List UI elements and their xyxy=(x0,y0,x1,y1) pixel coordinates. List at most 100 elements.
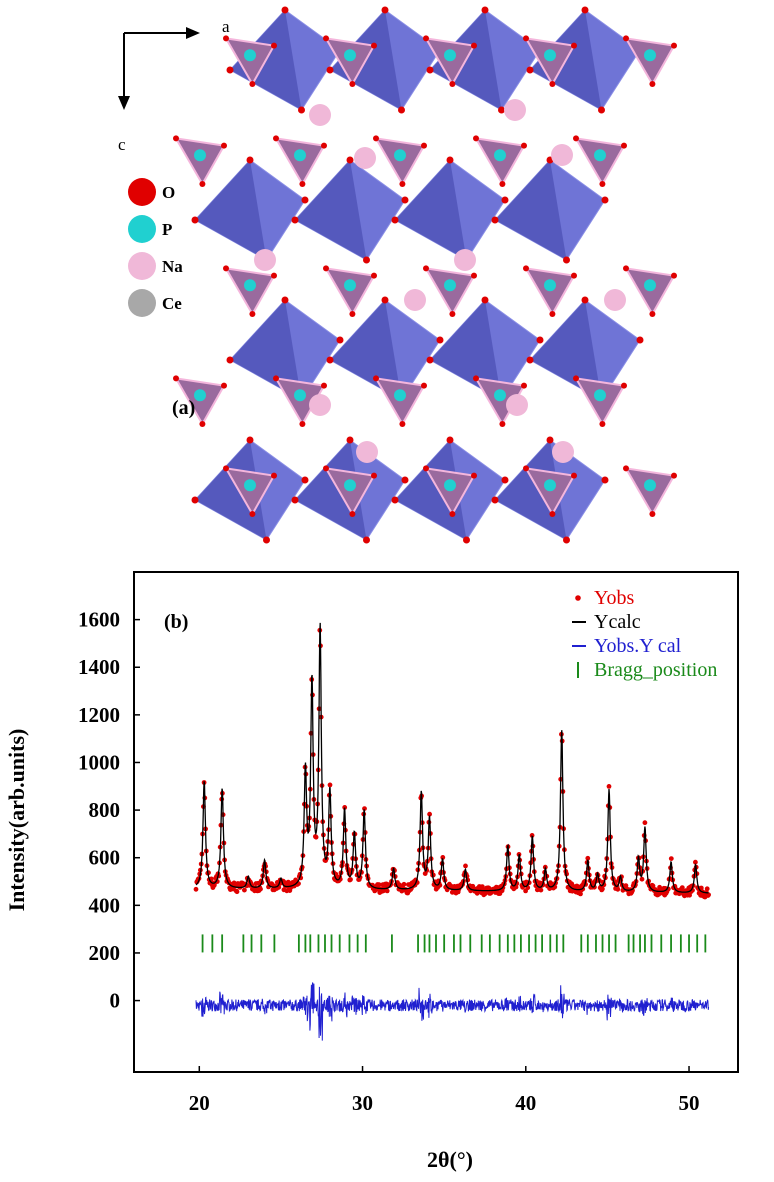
oxygen-atom xyxy=(549,511,556,517)
oxygen-atom xyxy=(323,35,329,42)
phosphorus-atom xyxy=(494,389,506,402)
oxygen-atom xyxy=(571,42,577,49)
oxygen-atom xyxy=(399,421,406,427)
oxygen-atom xyxy=(598,106,605,114)
phosphorus-atom xyxy=(344,279,356,292)
crystal-structure-figure: a c OP Na Ce (a) xyxy=(118,6,677,544)
sodium-atom xyxy=(354,147,376,169)
oxygen-atom xyxy=(649,511,656,517)
oxygen-atom xyxy=(291,216,299,224)
atom-legend: OP Na Ce xyxy=(128,178,183,317)
sodium-atom xyxy=(551,144,573,166)
oxygen-atom xyxy=(601,476,609,484)
oxygen-atom xyxy=(546,436,554,444)
yobs-point xyxy=(639,876,645,882)
oxygen-atom xyxy=(623,465,629,472)
sodium-atom xyxy=(504,99,526,121)
phosphorus-atom xyxy=(294,389,306,402)
yobs-point xyxy=(693,859,698,865)
oxygen-atom xyxy=(599,421,606,427)
phosphorus-atom xyxy=(444,479,456,492)
oxygen-atom xyxy=(326,356,334,364)
phosphorus-atom xyxy=(444,279,456,292)
yobs-point xyxy=(704,886,710,892)
legend-p-label: P xyxy=(162,220,172,239)
yobs-point xyxy=(193,886,199,892)
sodium-atom xyxy=(454,249,476,271)
oxygen-atom xyxy=(473,375,479,382)
sodium-atom xyxy=(254,249,276,271)
oxygen-atom xyxy=(449,311,456,317)
phosphorus-atom xyxy=(194,389,206,402)
oxygen-atom xyxy=(449,511,456,517)
oxygen-atom xyxy=(446,156,454,164)
oxygen-atom xyxy=(523,465,529,472)
difference-line xyxy=(195,982,710,1041)
legend-label: Ycalc xyxy=(594,611,641,633)
ceo-octahedron-face xyxy=(495,440,567,540)
oxygen-atom xyxy=(471,272,477,279)
oxygen-atom xyxy=(621,382,627,389)
oxygen-atom xyxy=(423,465,429,472)
oxygen-atom xyxy=(271,42,277,49)
oxygen-atom xyxy=(449,81,456,87)
ceo-octahedron-face xyxy=(495,160,567,260)
oxygen-atom xyxy=(436,336,444,344)
oxygen-atom xyxy=(191,496,199,504)
yobs-point xyxy=(440,855,446,860)
oxygen-atom xyxy=(323,465,329,472)
yobs-point xyxy=(327,782,333,788)
oxygen-atom xyxy=(549,311,556,317)
unit-cell-axes: a c xyxy=(118,17,230,154)
oxygen-atom xyxy=(199,181,206,187)
oxygen-atom xyxy=(571,272,577,279)
legend-na-label: Na xyxy=(162,257,183,276)
legend-ce-swatch xyxy=(128,289,156,317)
oxygen-atom xyxy=(226,66,234,74)
phosphorus-atom xyxy=(544,279,556,292)
oxygen-atom xyxy=(473,135,479,142)
yobs-point xyxy=(463,863,468,869)
oxygen-atom xyxy=(271,472,277,479)
legend-p-swatch xyxy=(128,215,156,243)
oxygen-atom xyxy=(246,156,254,164)
phosphorus-atom xyxy=(544,49,556,62)
oxygen-atom xyxy=(481,296,489,304)
oxygen-atom xyxy=(371,472,377,479)
phosphorus-atom xyxy=(644,479,656,492)
oxygen-atom xyxy=(581,296,589,304)
x-tick-label: 20 xyxy=(189,1091,210,1115)
phosphorus-atom xyxy=(594,389,606,402)
legend-o-swatch xyxy=(128,178,156,206)
phosphorus-atom xyxy=(544,479,556,492)
yobs-point xyxy=(342,805,348,810)
oxygen-atom xyxy=(426,66,434,74)
yobs-point xyxy=(313,834,319,840)
oxygen-atom xyxy=(571,472,577,479)
oxygen-atom xyxy=(471,472,477,479)
ceo-octahedron-face xyxy=(295,440,367,540)
bragg-position-series xyxy=(201,934,707,953)
phosphorus-atom xyxy=(394,149,406,162)
oxygen-atom xyxy=(401,196,409,204)
yobs-point xyxy=(348,877,353,882)
oxygen-atom xyxy=(649,81,656,87)
oxygen-atom xyxy=(573,135,579,142)
oxygen-atom xyxy=(563,256,570,264)
sodium-atom xyxy=(404,289,426,311)
yobs-point xyxy=(606,784,612,789)
oxygen-atom xyxy=(599,181,606,187)
oxygen-atom xyxy=(299,421,306,427)
legend-label: Bragg_position xyxy=(594,659,717,681)
oxygen-atom xyxy=(363,256,370,264)
oxygen-atom xyxy=(623,35,629,42)
oxygen-atom xyxy=(371,42,377,49)
yobs-point xyxy=(706,892,711,898)
phosphorus-atom xyxy=(244,49,256,62)
oxygen-atom xyxy=(526,66,534,74)
oxygen-atom xyxy=(421,142,427,149)
phosphorus-atom xyxy=(294,149,306,162)
ceo-octahedron-face xyxy=(530,300,602,400)
oxygen-atom xyxy=(301,196,309,204)
